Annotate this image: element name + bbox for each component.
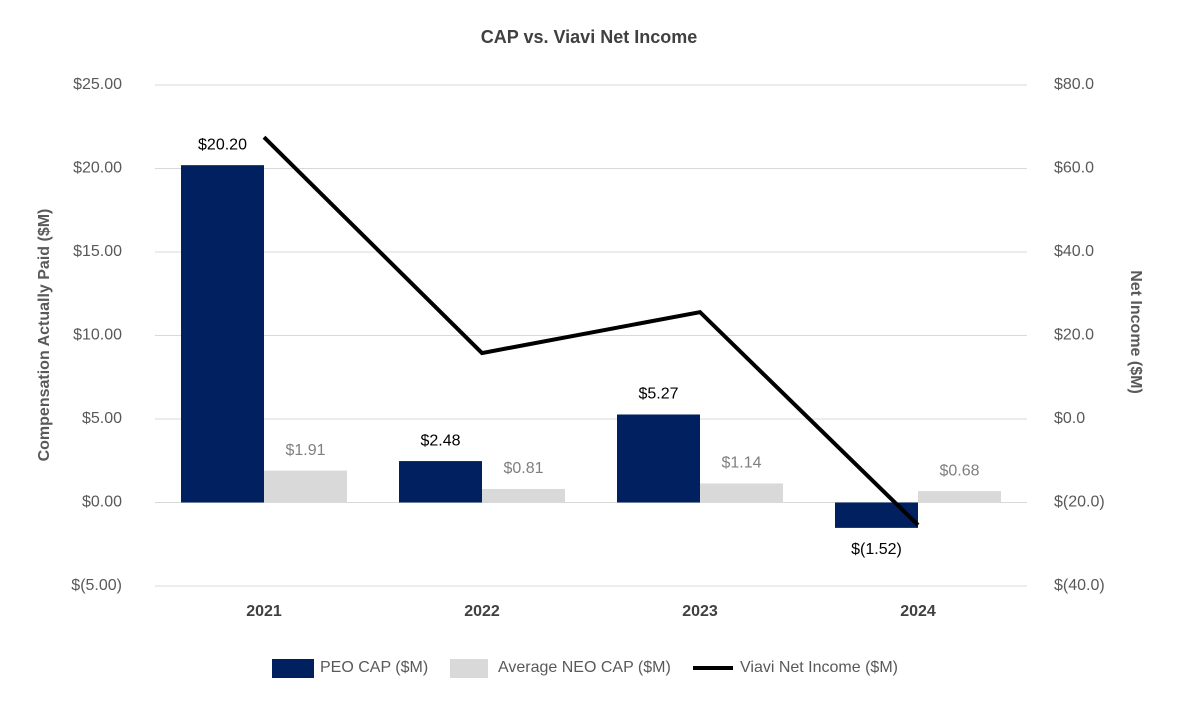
- x-tick-label: 2021: [246, 603, 282, 620]
- bar: [918, 491, 1001, 503]
- bar: [700, 483, 783, 503]
- x-tick-label: 2023: [682, 603, 718, 620]
- bar: [181, 165, 264, 503]
- y-tick-label: $0.00: [82, 494, 122, 511]
- bar: [482, 488, 565, 503]
- y2-tick-label: $(40.0): [1054, 577, 1105, 594]
- legend-label: Average NEO CAP ($M): [498, 659, 671, 676]
- y-axis-label: Compensation Actually Paid ($M): [36, 209, 53, 462]
- data-label: $2.48: [420, 432, 460, 449]
- y2-tick-label: $(20.0): [1054, 494, 1105, 511]
- y2-axis-label: Net Income ($M): [1127, 270, 1144, 394]
- y-tick-label: $(5.00): [71, 577, 122, 594]
- legend-label: PEO CAP ($M): [320, 659, 428, 676]
- y-tick-label: $20.00: [73, 160, 122, 177]
- y-tick-label: $5.00: [82, 410, 122, 427]
- y2-tick-label: $0.0: [1054, 410, 1085, 427]
- data-label: $1.91: [285, 442, 325, 459]
- data-label: $1.14: [721, 455, 761, 472]
- y2-tick-label: $20.0: [1054, 327, 1094, 344]
- x-tick-label: 2024: [900, 603, 936, 620]
- y2-tick-label: $40.0: [1054, 243, 1094, 260]
- bar: [264, 470, 347, 503]
- bar: [835, 502, 918, 528]
- y-tick-label: $10.00: [73, 327, 122, 344]
- data-label: $0.68: [939, 462, 979, 479]
- legend-label: Viavi Net Income ($M): [740, 659, 898, 676]
- y-tick-label: $15.00: [73, 243, 122, 260]
- data-label: $20.20: [198, 136, 247, 153]
- bar: [617, 414, 700, 503]
- line-series: [262, 135, 920, 527]
- y2-tick-label: $60.0: [1054, 160, 1094, 177]
- chart-title: CAP vs. Viavi Net Income: [481, 27, 697, 47]
- data-label: $5.27: [638, 386, 678, 403]
- data-label: $(1.52): [851, 541, 902, 558]
- legend-swatch: [450, 659, 488, 678]
- bar: [399, 461, 482, 503]
- y-tick-label: $25.00: [73, 76, 122, 93]
- x-tick-label: 2022: [464, 603, 500, 620]
- legend-swatch: [272, 659, 314, 678]
- y2-tick-label: $80.0: [1054, 76, 1094, 93]
- data-label: $0.81: [503, 460, 543, 477]
